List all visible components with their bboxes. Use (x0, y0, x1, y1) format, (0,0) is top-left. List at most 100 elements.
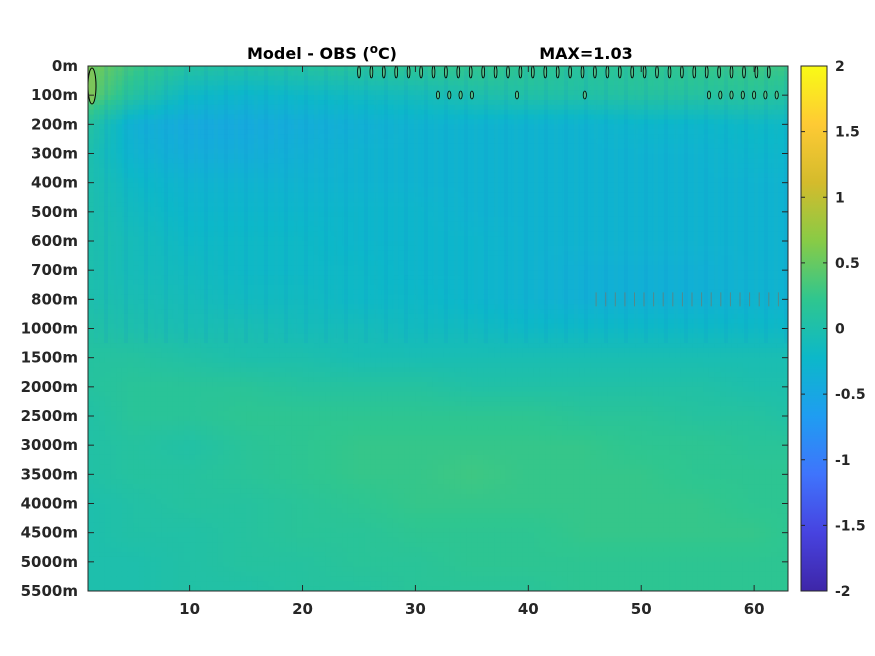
heatmap-cell (313, 158, 321, 164)
heatmap-cell (347, 241, 354, 247)
heatmap-cell (573, 202, 580, 208)
heatmap-cell (629, 250, 637, 257)
heatmap-cell (285, 90, 292, 96)
heatmap-cell (584, 206, 592, 213)
heatmap-cell (291, 211, 298, 218)
heatmap-cell (274, 236, 281, 242)
heatmap-cell (251, 109, 258, 116)
heatmap-cell (669, 202, 676, 208)
heatmap-cell (545, 134, 552, 140)
heatmap-cell (765, 104, 772, 111)
heatmap-cell (522, 80, 529, 87)
heatmap-cell (291, 226, 298, 232)
heatmap-cell (370, 104, 377, 111)
heatmap-cell (500, 172, 507, 179)
heatmap-cell (776, 255, 783, 262)
heatmap-cell (641, 231, 648, 237)
heatmap-cell (409, 134, 417, 140)
heatmap-cell (629, 129, 637, 135)
heatmap-cell (477, 148, 484, 155)
heatmap-cell (302, 158, 309, 164)
heatmap-cell (274, 187, 281, 193)
heatmap-cell (336, 80, 343, 87)
heatmap-cell (421, 95, 428, 101)
heatmap-cell (432, 177, 439, 184)
heatmap-cell (584, 250, 592, 257)
heatmap-cell (421, 80, 428, 87)
heatmap-cell (404, 163, 411, 169)
heatmap-cell (223, 182, 230, 189)
heatmap-cell (720, 245, 727, 252)
heatmap-cell (257, 206, 264, 213)
heatmap-cell (590, 241, 597, 247)
heatmap-cell (251, 85, 258, 91)
heatmap-cell (144, 129, 151, 135)
heatmap-cell (765, 85, 772, 91)
heatmap-cell (658, 168, 665, 174)
heatmap-cell (99, 138, 106, 145)
heatmap-cell (562, 221, 569, 228)
heatmap-cell (511, 153, 518, 159)
heatmap-cell (268, 241, 275, 247)
heatmap-cell (658, 129, 665, 135)
heatmap-cell (438, 172, 445, 179)
heatmap-cell (754, 158, 761, 164)
heatmap-cell (381, 187, 388, 193)
heatmap-cell (646, 231, 654, 237)
heatmap-cell (257, 153, 264, 159)
heatmap-cell (782, 177, 788, 184)
heatmap-cell (426, 241, 433, 247)
heatmap-cell (88, 158, 95, 164)
heatmap-cell (748, 134, 755, 140)
heatmap-cell (517, 192, 524, 198)
heatmap-cell (161, 119, 168, 125)
heatmap-cell (618, 158, 625, 164)
heatmap-cell (121, 231, 129, 237)
heatmap-cell (449, 221, 456, 228)
heatmap-cell (720, 104, 727, 111)
heatmap-cell (200, 206, 208, 213)
heatmap-cell (460, 236, 467, 242)
heatmap-cell (121, 216, 129, 223)
heatmap-cell (663, 236, 671, 242)
heatmap-cell (438, 158, 445, 164)
heatmap-cell (443, 231, 450, 237)
heatmap-cell (759, 153, 767, 159)
heatmap-cell (421, 75, 428, 82)
heatmap-cell (776, 177, 783, 184)
heatmap-cell (539, 129, 546, 135)
heatmap-cell (121, 172, 129, 179)
heatmap-cell (454, 119, 462, 125)
heatmap-cell (601, 206, 608, 213)
heatmap-cell (692, 114, 699, 121)
heatmap-cell (358, 153, 366, 159)
heatmap-cell (426, 216, 433, 223)
heatmap-cell (725, 206, 733, 213)
heatmap-cell (471, 168, 479, 174)
heatmap-cell (748, 211, 755, 218)
heatmap-cell (370, 158, 377, 164)
heatmap-cell (229, 95, 236, 101)
heatmap-cell (438, 231, 445, 237)
heatmap-cell (579, 182, 586, 189)
heatmap-cell (556, 168, 563, 174)
heatmap-cell (471, 134, 479, 140)
heatmap-cell (573, 197, 580, 203)
heatmap-cell (567, 143, 575, 150)
heatmap-cell (432, 245, 439, 252)
heatmap-cell (697, 80, 704, 87)
heatmap-cell (438, 241, 445, 247)
heatmap-cell (646, 114, 654, 121)
heatmap-cell (364, 255, 371, 262)
heatmap-cell (539, 182, 546, 189)
heatmap-cell (308, 236, 315, 242)
heatmap-cell (539, 241, 546, 247)
heatmap-cell (652, 143, 659, 150)
heatmap-cell (776, 138, 783, 145)
title-unit: C) (378, 44, 397, 63)
heatmap-cell (754, 168, 761, 174)
heatmap-cell (381, 158, 388, 164)
heatmap-cell (765, 241, 772, 247)
heatmap-cell (675, 255, 682, 262)
heatmap-cell (703, 197, 710, 203)
